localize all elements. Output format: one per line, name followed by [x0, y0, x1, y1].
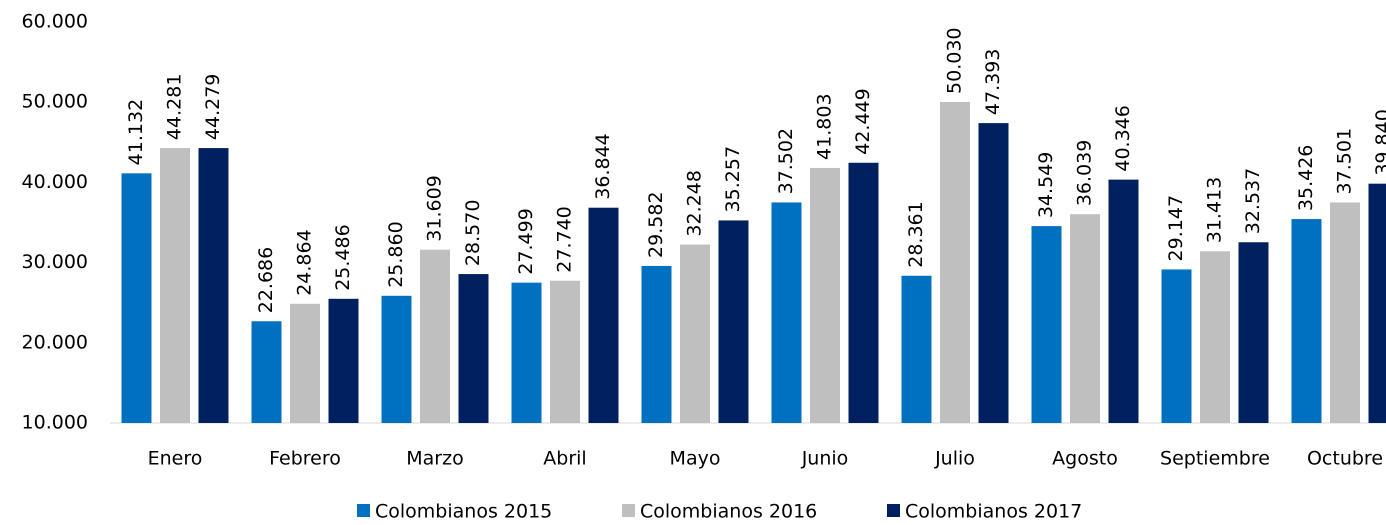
value-label: 47.393 — [982, 49, 1004, 115]
bar — [680, 244, 710, 423]
bar — [381, 295, 412, 423]
y-tick-label: 20.000 — [22, 331, 88, 353]
bar — [901, 275, 932, 423]
value-label: 40.346 — [1112, 105, 1134, 171]
bar — [328, 298, 359, 423]
value-label: 35.257 — [722, 146, 744, 212]
value-label: 44.281 — [164, 74, 186, 140]
y-tick-label: 30.000 — [22, 251, 88, 273]
value-label: 36.844 — [592, 133, 614, 199]
bar — [1238, 242, 1269, 423]
value-label: 27.499 — [515, 208, 537, 274]
bar — [1368, 183, 1386, 423]
y-tick-label: 10.000 — [22, 412, 88, 434]
value-label: 34.549 — [1035, 152, 1057, 218]
value-label: 50.030 — [944, 27, 966, 93]
value-label: 28.570 — [462, 200, 484, 266]
value-label: 39.840 — [1372, 109, 1386, 175]
bar — [160, 148, 190, 423]
bar — [511, 282, 542, 423]
bar — [1291, 219, 1322, 423]
value-label: 37.501 — [1334, 128, 1356, 194]
bar — [718, 220, 749, 423]
bar — [1070, 214, 1100, 423]
value-label: 31.609 — [424, 175, 446, 241]
value-label: 41.132 — [125, 99, 147, 165]
value-label: 35.426 — [1295, 145, 1317, 211]
y-tick-label: 60.000 — [22, 11, 88, 33]
value-label: 44.279 — [202, 74, 224, 140]
value-label: 36.039 — [1074, 140, 1096, 206]
value-label: 24.864 — [294, 229, 316, 295]
x-tick-label: Agosto — [1052, 448, 1118, 470]
x-tick-label: Febrero — [269, 448, 341, 470]
bar — [458, 274, 489, 423]
legend-swatch — [357, 504, 370, 517]
value-label: 37.502 — [775, 128, 797, 194]
bar — [848, 162, 879, 423]
legend-label: Colombianos 2016 — [640, 501, 817, 523]
value-label: 29.582 — [645, 191, 667, 257]
bar — [198, 148, 229, 424]
y-tick-label: 40.000 — [22, 171, 88, 193]
x-tick-label: Septiembre — [1160, 448, 1270, 470]
x-tick-label: Julio — [934, 448, 975, 470]
bar — [810, 167, 840, 423]
bar — [1330, 202, 1360, 423]
value-label: 41.803 — [814, 93, 836, 159]
value-label: 29.147 — [1165, 195, 1187, 261]
legend-swatch — [622, 504, 635, 517]
x-tick-label: Abril — [543, 448, 586, 470]
y-tick-label: 50.000 — [22, 91, 88, 113]
value-label: 31.413 — [1204, 177, 1226, 243]
bar — [588, 207, 619, 423]
value-label: 32.537 — [1242, 168, 1264, 234]
x-tick-label: Octubre — [1307, 448, 1383, 470]
bar — [641, 265, 672, 423]
bar — [978, 123, 1009, 423]
value-label: 27.740 — [554, 206, 576, 272]
legend-swatch — [887, 504, 900, 517]
bar — [771, 202, 802, 423]
legend-label: Colombianos 2015 — [375, 501, 552, 523]
bar — [420, 249, 450, 423]
bar — [1200, 251, 1230, 423]
value-label: 22.686 — [255, 247, 277, 313]
legend-label: Colombianos 2017 — [905, 501, 1082, 523]
bar — [121, 173, 152, 423]
bar — [290, 303, 320, 423]
value-label: 42.449 — [852, 88, 874, 154]
bar — [940, 101, 970, 423]
x-tick-label: Enero — [148, 448, 203, 470]
value-label: 28.361 — [905, 201, 927, 267]
x-tick-label: Marzo — [406, 448, 463, 470]
x-tick-label: Junio — [801, 448, 849, 470]
bar — [1031, 226, 1062, 423]
bar — [1161, 269, 1192, 423]
value-label: 25.486 — [332, 224, 354, 290]
x-tick-label: Mayo — [670, 448, 721, 470]
bar — [1108, 179, 1139, 423]
value-label: 32.248 — [684, 170, 706, 236]
bar — [251, 321, 282, 423]
bar — [550, 280, 580, 423]
value-label: 25.860 — [385, 221, 407, 287]
